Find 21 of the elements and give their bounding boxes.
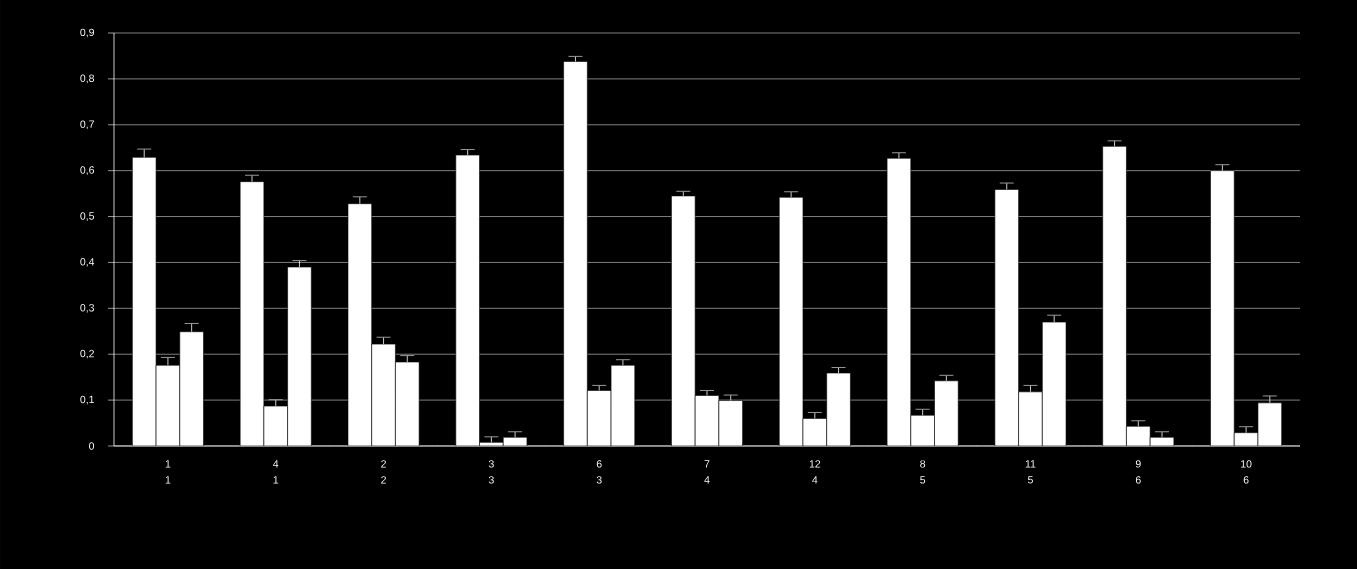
x-tick-label: 12 4: [809, 460, 821, 484]
y-tick-label: 0,3: [80, 303, 95, 313]
x-tick-label: 1 1: [165, 460, 171, 484]
y-tick-label: 0,1: [80, 395, 94, 405]
y-tick-label: 0,2: [80, 349, 94, 359]
x-tick-label: 4 1: [273, 460, 279, 484]
x-tick-label: 10 6: [1241, 460, 1252, 484]
x-tick-label: 9 6: [1135, 460, 1141, 484]
y-tick-label: 0,7: [80, 120, 94, 130]
y-tick-label: 0: [89, 442, 95, 450]
x-tick-label: 3 3: [488, 460, 494, 484]
x-tick-label: 7 4: [704, 460, 710, 484]
x-tick-label: 2 2: [381, 460, 386, 484]
x-tick-label: 6 3: [596, 460, 602, 484]
y-tick-label: 0,8: [80, 74, 95, 84]
y-tick-label: 0,6: [80, 166, 95, 175]
x-tick-label: 8 5: [920, 460, 926, 484]
y-tick-label: 0,9: [80, 28, 94, 38]
y-tick-label: 0,4: [80, 258, 95, 267]
y-tick-label: 0,5: [80, 212, 95, 221]
x-tick-label: 11 5: [1025, 460, 1036, 484]
